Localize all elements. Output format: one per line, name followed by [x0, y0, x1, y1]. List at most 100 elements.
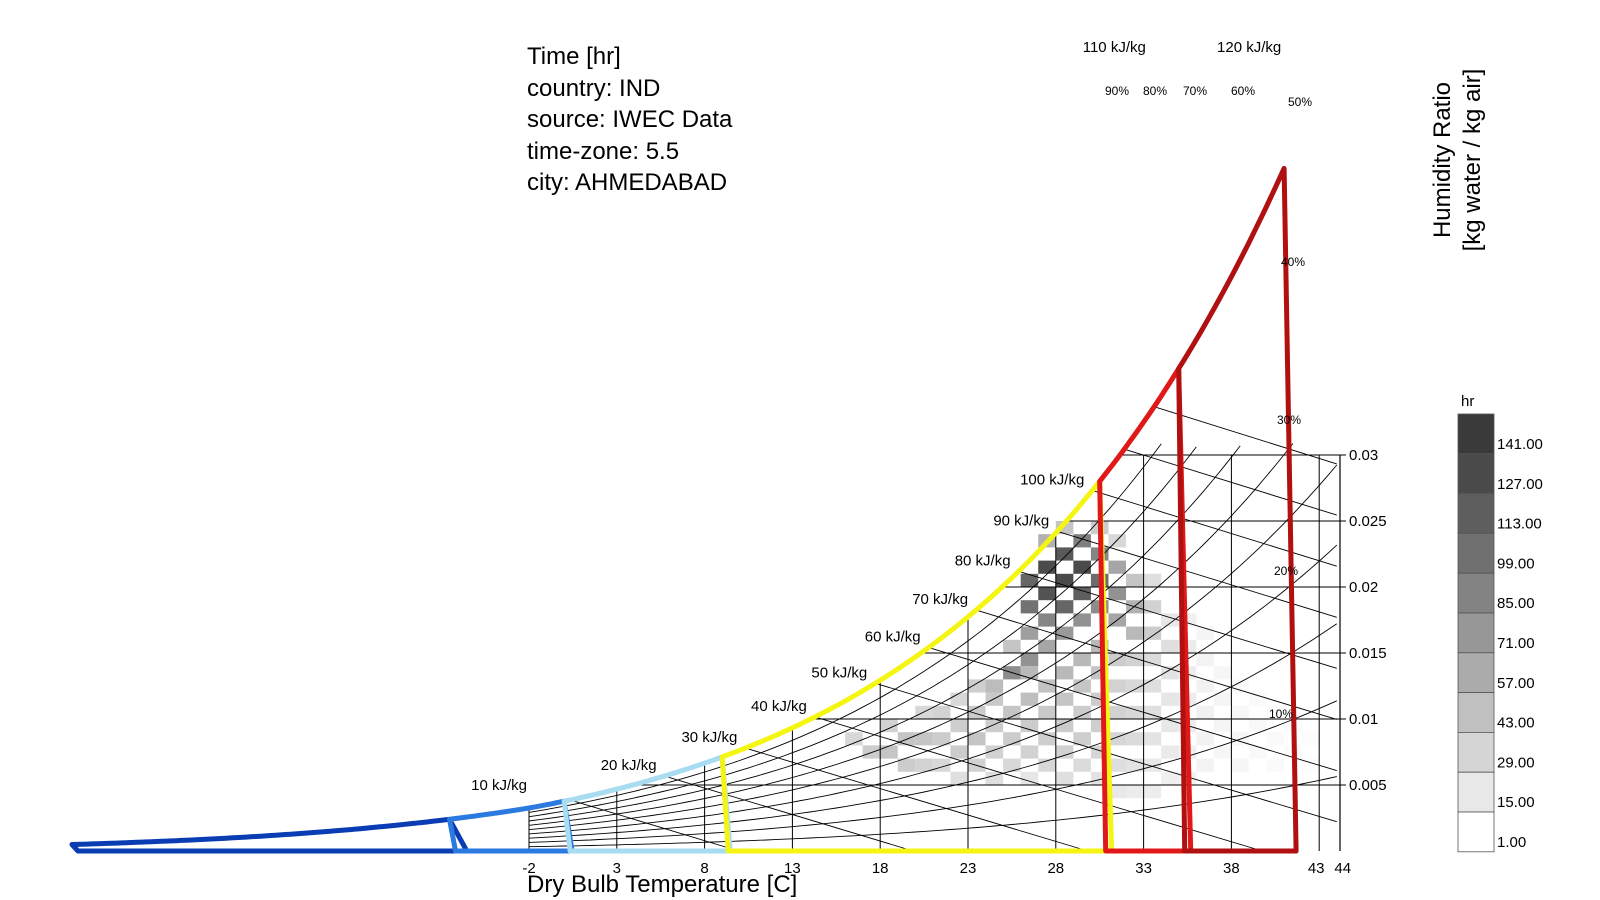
heatmap-cell — [1143, 679, 1162, 693]
enthalpy-line — [745, 747, 1088, 852]
heatmap-cells — [845, 521, 1320, 799]
heatmap-cell — [1126, 626, 1144, 640]
heatmap-cell — [1038, 560, 1056, 574]
comfort-zone-polygons — [69, 165, 1299, 854]
legend-swatch — [1457, 771, 1495, 813]
comfort-zone — [1176, 165, 1299, 854]
heatmap-cell — [968, 679, 986, 693]
rh-curve — [528, 700, 1337, 843]
heatmap-cell — [950, 745, 968, 759]
info-line-time: Time [hr] — [527, 43, 621, 70]
heatmap-cell — [985, 679, 1004, 693]
heatmap-cell — [1161, 613, 1179, 627]
heatmap-cell — [915, 732, 933, 746]
enthalpy-label: 40 kJ/kg — [751, 698, 807, 715]
heatmap-cell — [1143, 626, 1162, 640]
heatmap-cell — [1055, 666, 1074, 680]
heatmap-cell — [1020, 573, 1039, 587]
chart-grid — [528, 454, 1341, 851]
heatmap-cell — [1073, 587, 1091, 601]
heatmap-cell — [1143, 573, 1162, 587]
heatmap-cell — [1161, 771, 1179, 785]
heatmap-cell — [1108, 732, 1127, 746]
heatmap-cell — [1231, 705, 1249, 719]
legend-label: 29.00 — [1497, 754, 1535, 771]
heatmap-cell — [950, 771, 968, 785]
enthalpy-line — [975, 609, 1337, 720]
x-tick-label: 8 — [700, 860, 708, 877]
heatmap-cell — [1055, 692, 1074, 706]
heatmap-cell — [1020, 745, 1039, 759]
rh-curve — [528, 443, 1162, 813]
y-tick-label: 0.02 — [1349, 579, 1378, 596]
y-tick-label: 0.015 — [1349, 645, 1387, 662]
rh-curve — [528, 443, 1294, 826]
legend-label: 43.00 — [1497, 715, 1535, 732]
heatmap-cell — [1196, 705, 1214, 719]
heatmap-cell — [1161, 666, 1179, 680]
heatmap-cell — [1126, 705, 1144, 719]
heatmap-cell — [1196, 653, 1214, 667]
heatmap-cell — [1003, 758, 1021, 772]
heatmap-cell — [1231, 758, 1249, 772]
enthalpy-label: 20 kJ/kg — [601, 757, 657, 774]
enthalpy-line — [1124, 448, 1337, 516]
heatmap-cell — [1213, 692, 1232, 706]
x-tick-label: 33 — [1135, 860, 1152, 877]
heatmap-cell — [1143, 653, 1162, 667]
info-block: Time [hr] country: IND source: IWEC Data… — [527, 43, 733, 196]
legend-swatch — [1457, 533, 1495, 574]
heatmap-cell — [1213, 719, 1232, 733]
heatmap-cell — [1108, 679, 1127, 693]
heatmap-cell — [1003, 705, 1021, 719]
heatmap-cell — [1143, 758, 1162, 772]
y-axis-ticks: 0.005 0.01 0.015 0.02 0.025 0.03 — [1340, 447, 1387, 794]
heatmap-cell — [1055, 771, 1074, 785]
legend-swatch — [1457, 732, 1495, 773]
heatmap-cell — [862, 745, 881, 759]
rh-curve — [528, 544, 1338, 835]
heatmap-cell — [1196, 732, 1214, 746]
heatmap-cell — [985, 771, 1004, 785]
saturation-curve — [71, 458, 1118, 846]
enthalpy-label: 80 kJ/kg — [955, 552, 1011, 569]
heatmap-cell — [1038, 705, 1056, 719]
legend-label: 127.00 — [1497, 476, 1543, 493]
rh-label: 40% — [1281, 255, 1305, 269]
x-axis-title: Dry Bulb Temperature [C] — [527, 871, 797, 898]
heatmap-cell — [1266, 705, 1285, 719]
heatmap-cell — [1266, 758, 1285, 772]
heatmap-cell — [1038, 587, 1056, 601]
y-tick-label: 0.025 — [1349, 513, 1387, 530]
heatmap-cell — [932, 732, 951, 746]
legend: hr 141.00 127.00 113.00 99.00 85.00 71.00 57.0… — [1457, 393, 1543, 853]
heatmap-cell — [1196, 758, 1214, 772]
heatmap-cell — [1161, 745, 1179, 759]
heatmap-cell — [1038, 732, 1056, 746]
comfort-zone — [561, 754, 733, 854]
legend-swatch — [1457, 572, 1495, 614]
relative-humidity-labels: 90% 80% 70% 60% 50% 40% 30% 20% 10% — [1105, 84, 1312, 721]
heatmap-cell — [1020, 666, 1039, 680]
heatmap-cell — [985, 692, 1004, 706]
heatmap-cell — [1161, 639, 1179, 653]
heatmap-cell — [1108, 534, 1127, 548]
legend-swatch — [1457, 493, 1495, 534]
enthalpy-label: 10 kJ/kg — [471, 777, 527, 794]
heatmap-cell — [1038, 639, 1056, 653]
enthalpy-label: 70 kJ/kg — [912, 591, 968, 608]
heatmap-cell — [1055, 745, 1074, 759]
heatmap-cell — [968, 732, 986, 746]
legend-label: 85.00 — [1497, 595, 1535, 612]
y-tick-label: 0.03 — [1349, 447, 1378, 464]
heatmap-cell — [1020, 626, 1039, 640]
enthalpy-line — [1154, 406, 1337, 465]
legend-swatch — [1457, 652, 1495, 693]
heatmap-cell — [1055, 719, 1074, 733]
heatmap-cell — [1055, 626, 1074, 640]
x-tick-label: 3 — [613, 860, 621, 877]
heatmap-cell — [1055, 600, 1074, 614]
y-axis-title-line: Humidity Ratio — [1429, 82, 1456, 238]
